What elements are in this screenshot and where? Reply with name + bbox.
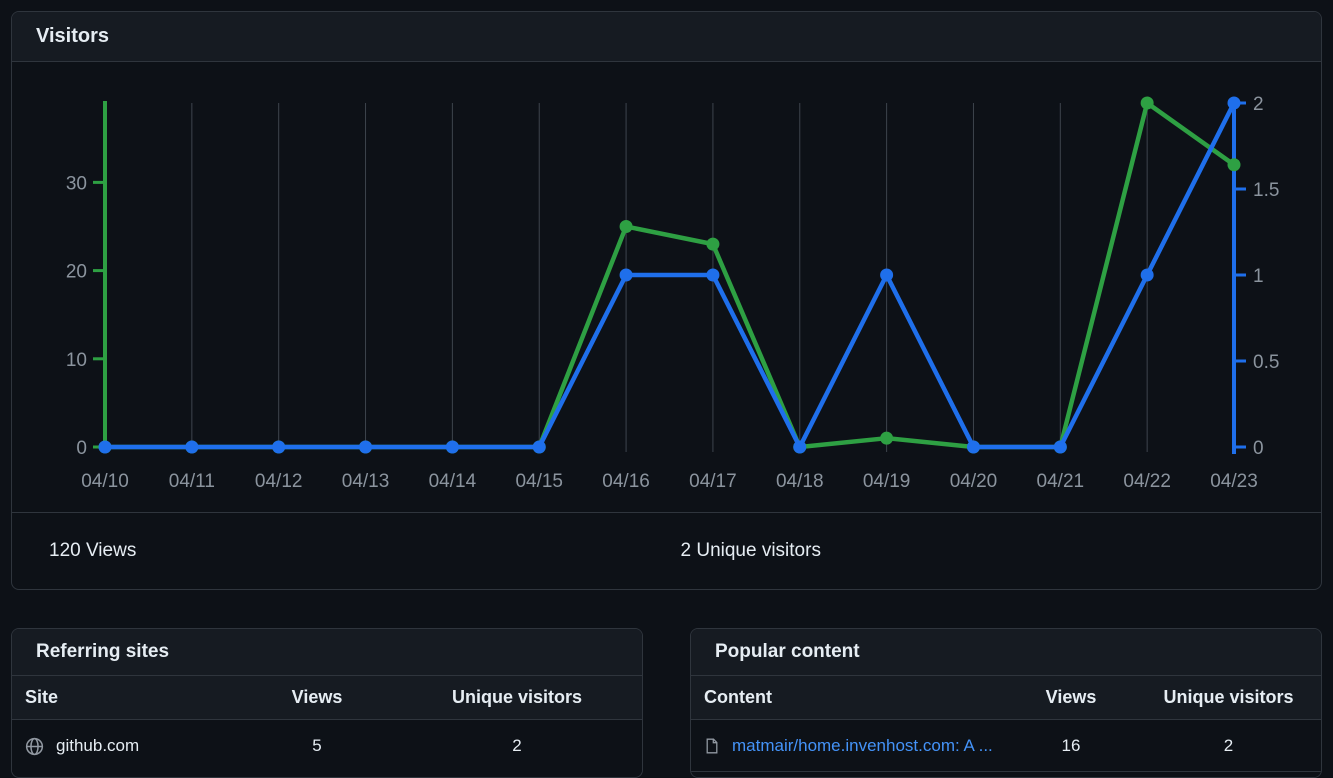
- svg-text:04/23: 04/23: [1210, 471, 1258, 492]
- svg-text:0.5: 0.5: [1253, 352, 1279, 373]
- svg-text:04/15: 04/15: [515, 471, 563, 492]
- tables-row: Referring sites Site Views Unique visito…: [11, 628, 1322, 778]
- column-header-unique-visitors: Unique visitors: [1163, 687, 1294, 707]
- globe-icon: [25, 737, 44, 756]
- referring-sites-header-row: Site Views Unique visitors: [12, 676, 642, 720]
- visitors-card-footer: 120 Views 2 Unique visitors: [12, 512, 1321, 589]
- column-header-site: Site: [25, 687, 59, 707]
- svg-text:10: 10: [66, 350, 87, 371]
- visitors-card-title: Visitors: [36, 25, 109, 47]
- referring-site-row: github.com 5 2: [12, 720, 642, 772]
- svg-text:04/21: 04/21: [1037, 471, 1085, 492]
- svg-text:0: 0: [1253, 438, 1264, 459]
- popular-content-header-row: Content Views Unique visitors: [691, 676, 1321, 720]
- total-unique-visitors-label: 2 Unique visitors: [680, 540, 821, 561]
- svg-text:04/11: 04/11: [169, 471, 215, 492]
- column-header-views: Views: [1045, 687, 1097, 707]
- column-header-unique-visitors: Unique visitors: [451, 687, 583, 707]
- svg-text:04/16: 04/16: [602, 471, 650, 492]
- referring-sites-card: Referring sites Site Views Unique visito…: [11, 628, 643, 778]
- visitors-card: Visitors 0 10 20 30 0 0.5 1 1.5 2 04/10 04/11 04/12…: [11, 11, 1322, 590]
- popular-content-row: matmair/home.invenhost.com: A ... 16 2: [691, 720, 1321, 772]
- file-icon: [704, 737, 720, 755]
- svg-text:2: 2: [1253, 94, 1264, 115]
- svg-text:04/14: 04/14: [429, 471, 477, 492]
- referring-site-views: 5: [312, 736, 322, 755]
- popular-content-unique-visitors: 2: [1223, 735, 1234, 755]
- svg-text:20: 20: [66, 262, 87, 283]
- visitors-line-chart: 0 10 20 30 0 0.5 1 1.5 2 04/10 04/11 04/12 04/13 04/1…: [66, 94, 1280, 492]
- svg-text:1: 1: [1253, 266, 1264, 287]
- column-header-content: Content: [704, 687, 772, 707]
- svg-text:04/20: 04/20: [950, 471, 998, 492]
- column-header-views: Views: [291, 687, 343, 707]
- svg-text:04/19: 04/19: [863, 471, 911, 492]
- referring-site-unique-visitors: 2: [512, 736, 522, 755]
- popular-content-title: Popular content: [691, 629, 1321, 676]
- svg-text:04/22: 04/22: [1123, 471, 1171, 492]
- visitors-chart-area: 0 10 20 30 0 0.5 1 1.5 2 04/10 04/11 04/12 04/13 04/1…: [12, 62, 1321, 512]
- svg-text:30: 30: [66, 173, 87, 194]
- popular-content-card: Popular content Content Views Unique vis…: [690, 628, 1322, 778]
- svg-text:04/17: 04/17: [689, 471, 737, 492]
- svg-text:04/13: 04/13: [342, 471, 390, 492]
- referring-site-name: github.com: [56, 736, 140, 755]
- total-views-label: 120 Views: [49, 540, 137, 561]
- svg-text:1.5: 1.5: [1253, 180, 1279, 201]
- popular-content-link[interactable]: matmair/home.invenhost.com: A ...: [732, 735, 993, 755]
- clipped-next-row: [691, 772, 1321, 777]
- svg-text:04/12: 04/12: [255, 471, 303, 492]
- popular-content-views: 16: [1061, 735, 1081, 755]
- visitors-card-header: Visitors: [12, 12, 1321, 62]
- svg-text:04/10: 04/10: [81, 471, 129, 492]
- svg-text:0: 0: [76, 438, 87, 459]
- svg-text:04/18: 04/18: [776, 471, 824, 492]
- referring-sites-title: Referring sites: [12, 629, 642, 676]
